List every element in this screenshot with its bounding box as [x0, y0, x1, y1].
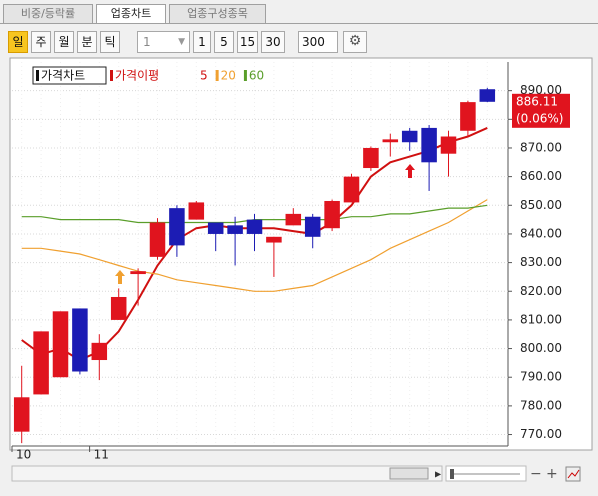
- candle-body: [130, 271, 146, 275]
- y-tick-label: 790.00: [520, 370, 562, 384]
- last-price-box: [512, 93, 570, 128]
- y-tick-label: 860.00: [520, 169, 562, 183]
- minute-button[interactable]: 30: [261, 31, 285, 53]
- y-tick-label: 820.00: [520, 284, 562, 298]
- settings-button[interactable]: ⚙: [343, 31, 367, 53]
- candle-body: [91, 342, 108, 361]
- minute-button[interactable]: 1: [193, 31, 211, 53]
- count-input[interactable]: 300: [298, 31, 338, 53]
- candle-body: [52, 311, 69, 378]
- candle-body: [304, 216, 321, 237]
- candle-body: [266, 236, 282, 243]
- interval-value: 1: [143, 35, 151, 49]
- change-label: (0.06%): [516, 111, 563, 125]
- period-button[interactable]: 주: [31, 31, 51, 53]
- scrollbar[interactable]: [11, 465, 443, 482]
- y-tick-label: 770.00: [520, 427, 562, 441]
- y-tick-label: 850.00: [520, 198, 562, 212]
- zoom-in[interactable]: +: [546, 466, 558, 482]
- minute-button[interactable]: 15: [237, 31, 258, 53]
- candle-body: [460, 102, 476, 131]
- interval-dropdown[interactable]: 1 ▼: [137, 31, 190, 53]
- legend-swatch: [36, 70, 39, 81]
- candle-body: [421, 127, 437, 163]
- candle-body: [246, 219, 263, 234]
- scroll-thumb[interactable]: [389, 467, 429, 480]
- y-tick-label: 800.00: [520, 341, 562, 355]
- tab-line: [0, 23, 598, 24]
- candle-body: [227, 225, 243, 234]
- legend-title: 가격차트: [41, 69, 85, 83]
- tab[interactable]: 업종구성종목: [169, 4, 266, 23]
- y-tick-label: 870.00: [520, 140, 562, 154]
- candle-body: [382, 139, 399, 143]
- period-button[interactable]: 월: [54, 31, 74, 53]
- zoom-thumb[interactable]: [450, 469, 454, 479]
- x-tick-label: 11: [94, 448, 109, 462]
- dropdown-arrow: ▼: [178, 37, 185, 47]
- candle-body: [188, 202, 205, 220]
- chart-panel: [9, 57, 593, 451]
- candle-body: [363, 147, 379, 169]
- candle-body: [207, 222, 224, 234]
- legend-swatch: [110, 70, 113, 81]
- signal-arrow: [115, 270, 125, 284]
- candle-body: [33, 331, 49, 395]
- candle-body: [401, 130, 418, 143]
- tab[interactable]: 업종차트: [96, 4, 166, 24]
- legend-box: [32, 66, 107, 85]
- legend-entry: 20: [221, 69, 236, 83]
- y-tick-label: 890.00: [520, 83, 562, 97]
- candle-body: [324, 200, 340, 229]
- signal-arrow: [405, 164, 415, 178]
- legend-ma-title: 가격이평: [115, 69, 159, 83]
- candle-body: [110, 296, 127, 320]
- candle-body: [440, 136, 457, 154]
- y-tick-label: 780.00: [520, 398, 562, 412]
- candle-body: [285, 213, 302, 226]
- last-price-label: 886.11: [516, 94, 558, 108]
- legend-swatch: [215, 70, 219, 81]
- period-button[interactable]: 분: [77, 31, 97, 53]
- chart-icon-line: [567, 469, 580, 479]
- candle-body: [479, 89, 496, 102]
- candle-body: [72, 308, 88, 372]
- candle-body: [169, 208, 185, 246]
- zoom-out[interactable]: −: [530, 466, 542, 482]
- moving-average: [21, 199, 488, 292]
- legend-entry: 5: [200, 69, 208, 83]
- period-button[interactable]: 틱: [100, 31, 120, 53]
- candle-body: [343, 176, 360, 203]
- y-tick-label: 840.00: [520, 226, 562, 240]
- y-tick-label: 810.00: [520, 312, 562, 326]
- candle-body: [13, 397, 30, 432]
- x-tick-label: 10: [16, 448, 31, 462]
- period-button[interactable]: 일: [8, 31, 28, 53]
- minute-button[interactable]: 5: [214, 31, 234, 53]
- scroll-arrow[interactable]: ▶: [435, 470, 442, 479]
- y-tick-label: 830.00: [520, 255, 562, 269]
- legend-swatch: [243, 70, 247, 81]
- candle-body: [149, 222, 166, 257]
- legend-entry: 60: [249, 69, 264, 83]
- tab[interactable]: 비중/등락률: [3, 4, 93, 23]
